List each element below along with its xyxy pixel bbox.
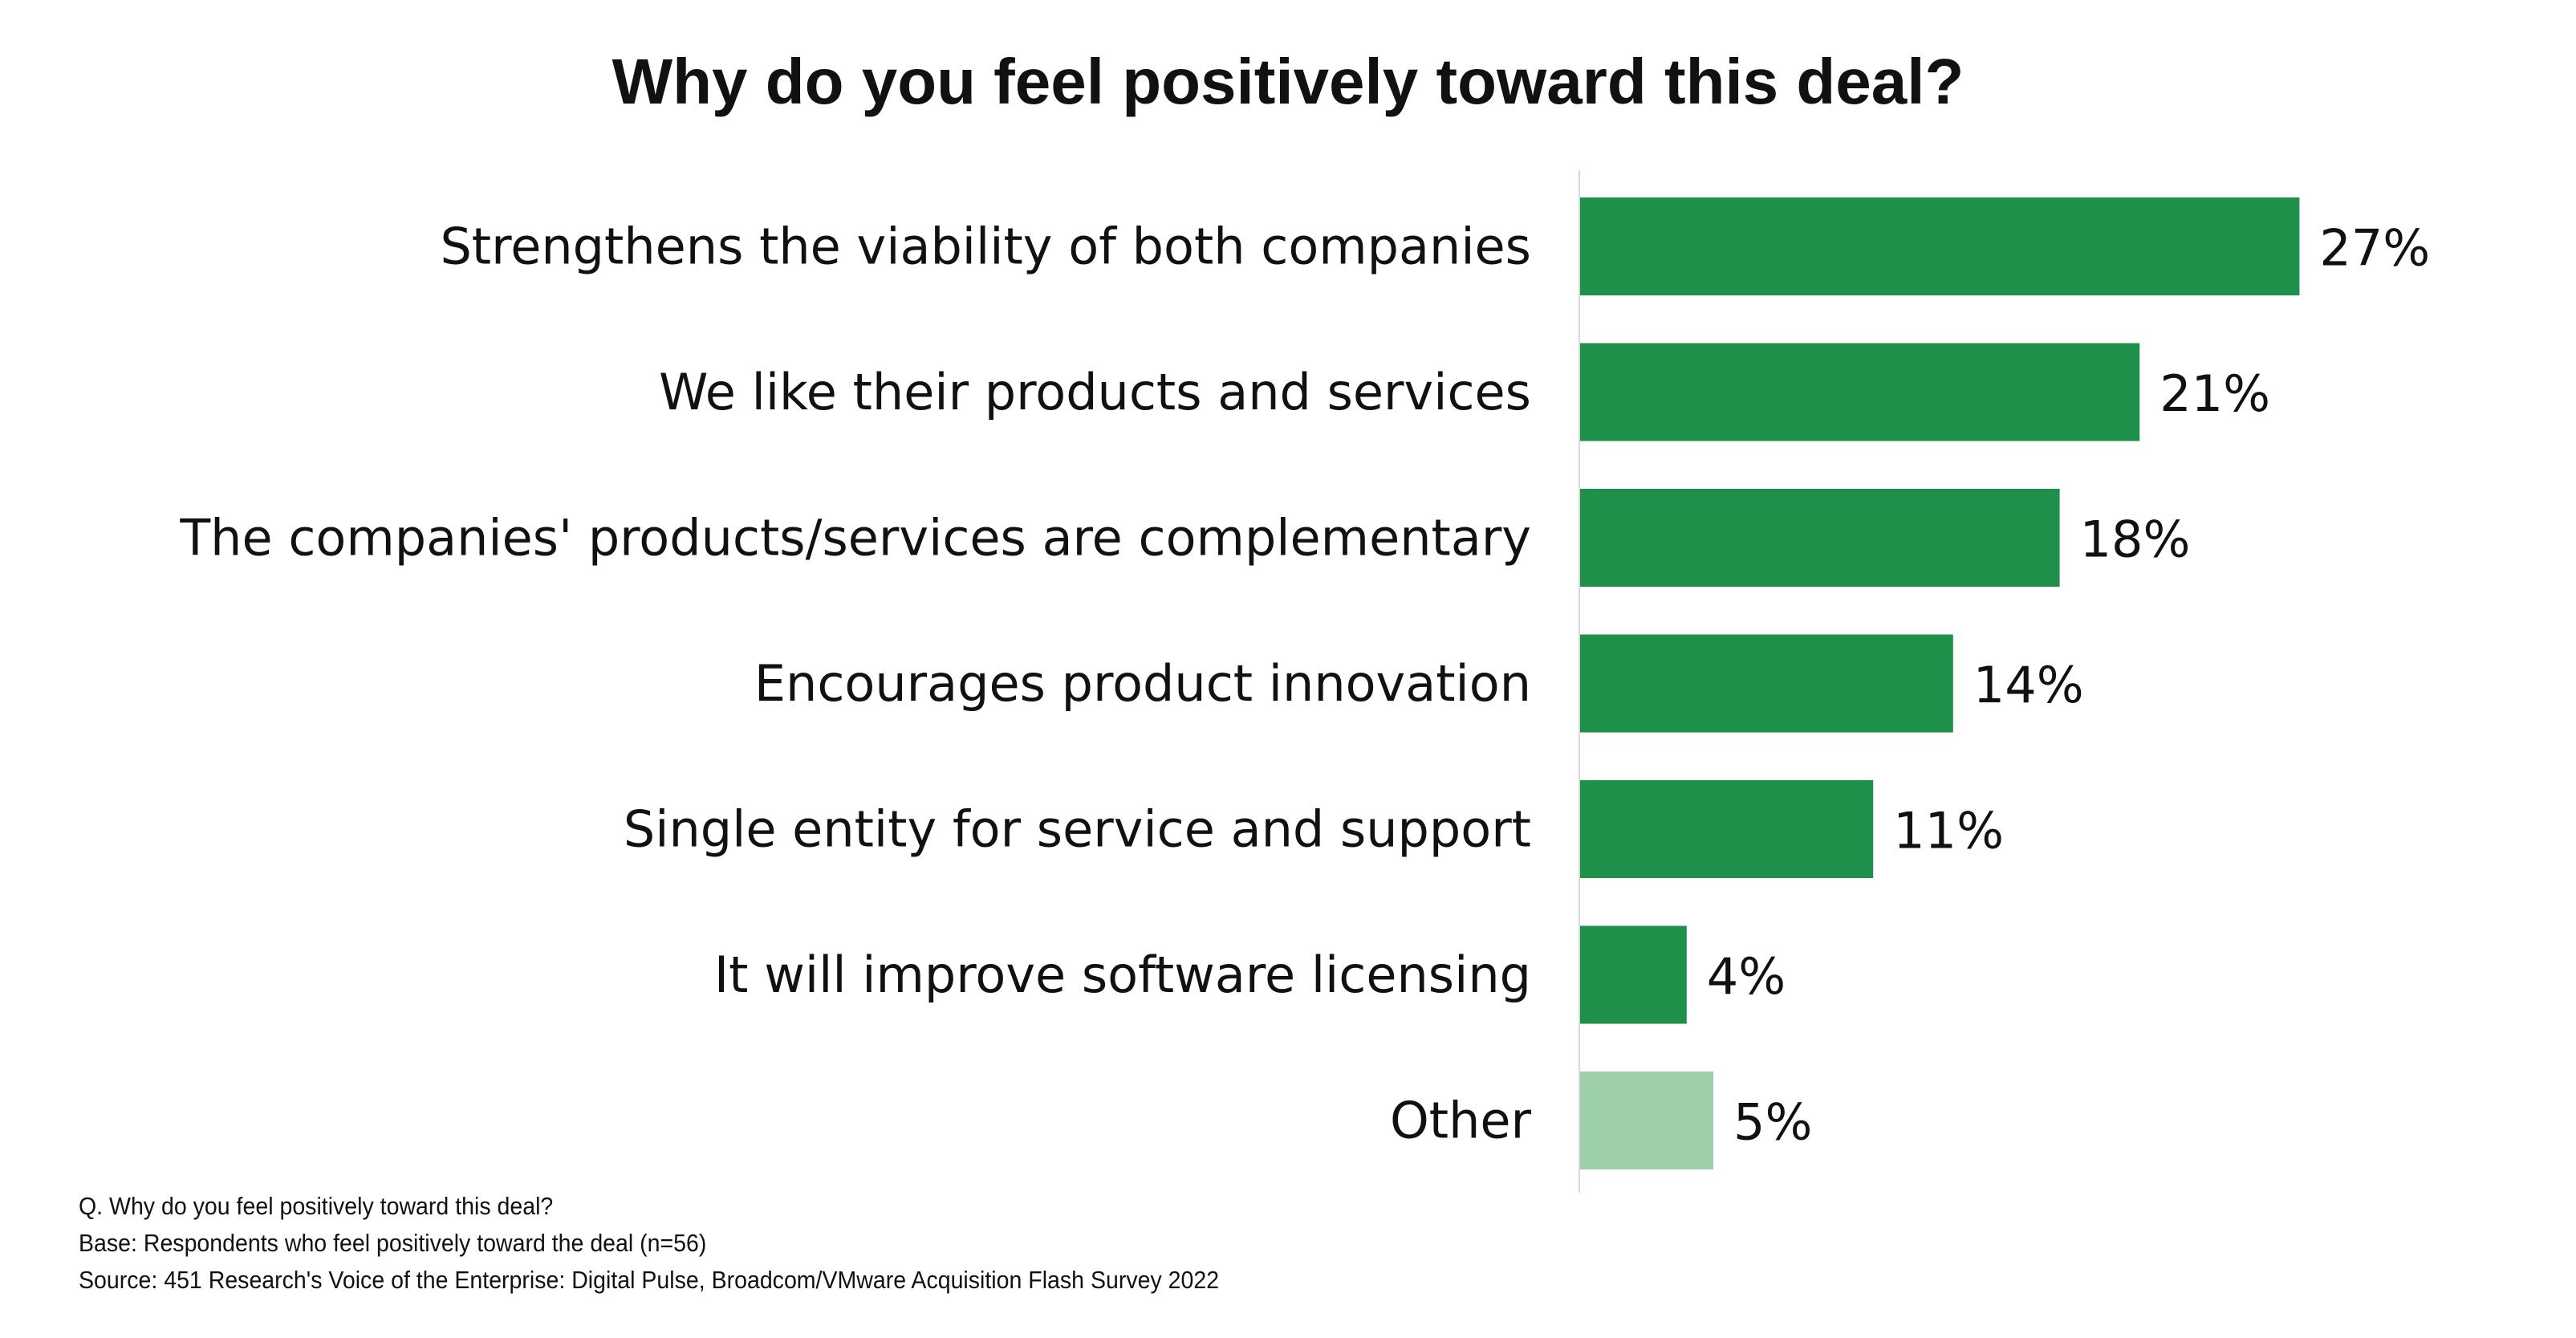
footnote-source: Source: 451 Research's Voice of the Ente… [79, 1266, 1220, 1294]
value-label-1: 21% [2160, 364, 2270, 423]
chart-title: Why do you feel positively toward this d… [611, 46, 1965, 117]
category-label-0: Strengthens the viability of both compan… [440, 218, 1531, 276]
category-label-2: The companies' products/services are com… [179, 509, 1531, 567]
category-label-5: It will improve software licensing [714, 946, 1531, 1004]
bar-0 [1580, 197, 2300, 295]
bar-4 [1580, 780, 1874, 878]
value-label-6: 5% [1733, 1093, 1812, 1152]
bar-5 [1580, 925, 1687, 1024]
bars-group: Strengthens the viability of both compan… [179, 197, 2430, 1169]
bar-3 [1580, 634, 1953, 733]
value-label-0: 27% [2319, 219, 2430, 278]
bar-1 [1580, 343, 2140, 441]
category-label-3: Encourages product innovation [754, 654, 1531, 713]
footnote-base: Base: Respondents who feel positively to… [79, 1229, 707, 1257]
value-label-3: 14% [1973, 656, 2084, 714]
value-label-4: 11% [1893, 802, 2004, 860]
footnote-question: Q. Why do you feel positively toward thi… [79, 1192, 554, 1220]
category-label-1: We like their products and services [659, 363, 1531, 421]
footnotes: Q. Why do you feel positively toward thi… [79, 1188, 1219, 1299]
category-label-4: Single entity for service and support [624, 800, 1531, 859]
value-label-2: 18% [2080, 510, 2191, 569]
category-label-6: Other [1390, 1092, 1532, 1150]
bar-2 [1580, 489, 2060, 587]
bar-6 [1580, 1072, 1713, 1169]
value-label-5: 4% [1707, 947, 1786, 1006]
